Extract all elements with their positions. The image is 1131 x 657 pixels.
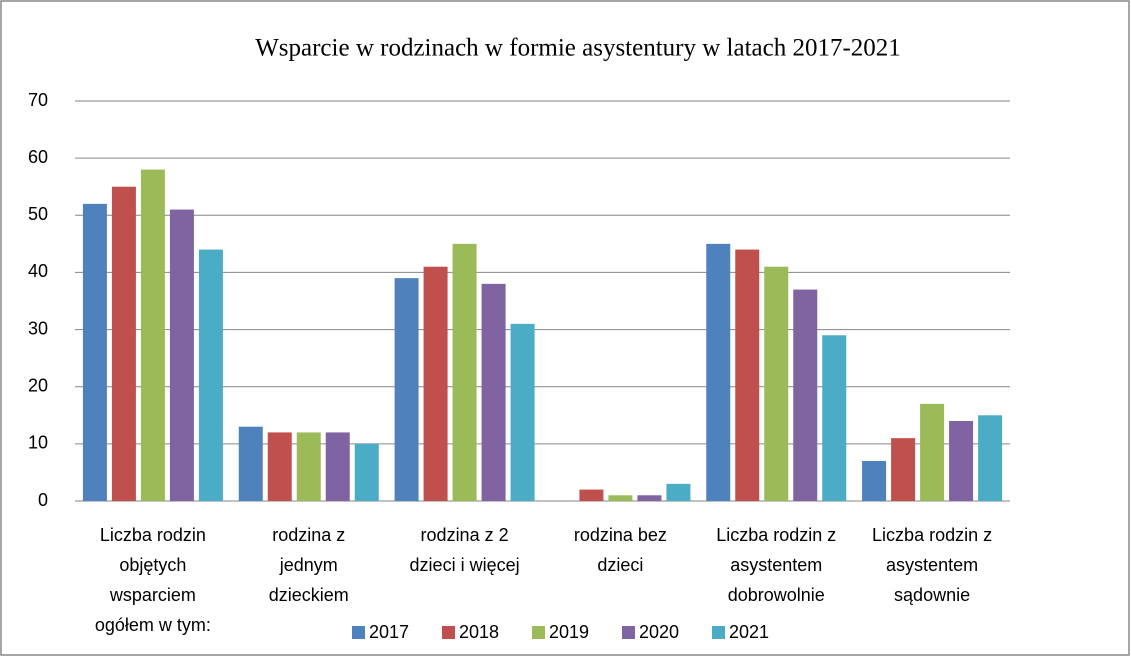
legend-swatch [442, 626, 455, 639]
legend-swatch [712, 626, 725, 639]
legend-label: 2021 [729, 622, 769, 642]
x-tick-label: dzieckiem [269, 585, 349, 605]
bar [579, 489, 604, 501]
bar [198, 249, 223, 501]
bar [637, 495, 662, 501]
legend-label: 2017 [369, 622, 409, 642]
bar [706, 243, 731, 501]
y-tick-label: 70 [28, 90, 48, 110]
y-tick-label: 60 [28, 147, 48, 167]
bar [764, 266, 789, 501]
bar [608, 495, 633, 501]
bar [452, 243, 477, 501]
y-tick-label: 20 [28, 375, 48, 395]
y-tick-label: 30 [28, 318, 48, 338]
bar [891, 438, 916, 501]
x-tick-label: Liczba rodzin z [872, 525, 992, 545]
bar [325, 432, 350, 501]
x-tick-label: Liczba rodzin [100, 525, 206, 545]
x-tick-label: jednym [279, 555, 338, 575]
x-tick-label: ogółem w tym: [95, 615, 211, 635]
x-tick-label: sądownie [894, 585, 970, 605]
bar [296, 432, 321, 501]
y-tick-label: 10 [28, 433, 48, 453]
bar [666, 483, 691, 501]
bar [949, 421, 974, 501]
bar [822, 335, 847, 501]
x-tick-label: dzieci [597, 555, 643, 575]
bar [423, 266, 448, 501]
bar [862, 461, 887, 501]
legend-label: 2018 [459, 622, 499, 642]
y-tick-label: 40 [28, 261, 48, 281]
chart-title: Wsparcie w rodzinach w formie asystentur… [255, 35, 901, 62]
legend-swatch [352, 626, 365, 639]
bar [394, 278, 419, 501]
bar [238, 426, 263, 501]
bar [920, 403, 945, 501]
bar [510, 323, 535, 501]
bar [267, 432, 292, 501]
x-tick-label: Liczba rodzin z [716, 525, 836, 545]
legend-swatch [532, 626, 545, 639]
x-tick-label: asystentem [886, 555, 978, 575]
bar [82, 203, 107, 501]
x-tick-label: asystentem [730, 555, 822, 575]
bar [111, 186, 136, 501]
bar [140, 169, 165, 502]
y-tick-label: 0 [38, 490, 48, 510]
bar [793, 289, 818, 501]
bar [978, 415, 1003, 501]
x-tick-label: rodzina z 2 [421, 525, 509, 545]
x-tick-label: rodzina z [272, 525, 345, 545]
bar [169, 209, 194, 502]
legend-swatch [622, 626, 635, 639]
bar [481, 283, 506, 501]
x-tick-label: dobrowolnie [728, 585, 825, 605]
x-tick-label: objętych [119, 555, 186, 575]
bar [354, 443, 379, 501]
x-tick-label: dzieci i więcej [410, 555, 520, 575]
bar [735, 249, 760, 501]
y-tick-label: 50 [28, 204, 48, 224]
x-tick-label: rodzina bez [574, 525, 667, 545]
x-tick-label: wsparciem [109, 585, 196, 605]
legend-label: 2020 [639, 622, 679, 642]
legend-label: 2019 [549, 622, 589, 642]
